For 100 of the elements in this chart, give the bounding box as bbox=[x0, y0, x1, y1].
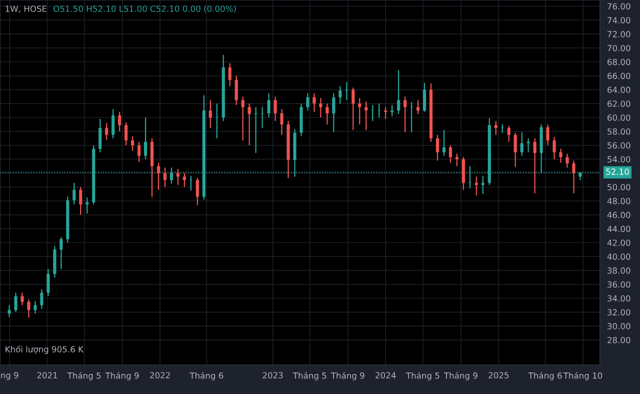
candlestick bbox=[312, 92, 316, 112]
candlestick bbox=[572, 160, 576, 194]
x-tick-label: 2024 bbox=[376, 372, 396, 378]
y-tick-label: 44.00 bbox=[607, 226, 630, 232]
y-tick-label: 36.00 bbox=[608, 281, 630, 288]
x-tick-label: Tháng 5 bbox=[292, 372, 326, 380]
y-tick-label: 40.00 bbox=[607, 254, 630, 260]
candlestick bbox=[274, 96, 277, 122]
candlestick bbox=[455, 153, 458, 167]
y-tick-label: 58.00 bbox=[608, 128, 630, 135]
y-tick-label: 34.00 bbox=[608, 295, 630, 302]
candlestick bbox=[319, 97, 322, 118]
candlestick bbox=[241, 96, 244, 141]
candlestick bbox=[182, 172, 186, 188]
candlestick bbox=[416, 100, 420, 115]
candlestick bbox=[533, 138, 536, 194]
y-tick-label: 42.00 bbox=[607, 240, 630, 246]
y-tick-label: 76.00 bbox=[608, 3, 630, 10]
y-tick-label: 50.00 bbox=[608, 184, 630, 190]
x-tick-label: Tháng 9 bbox=[105, 372, 139, 380]
candlestick bbox=[566, 153, 569, 168]
candlestick bbox=[8, 304, 11, 318]
candlestick bbox=[384, 106, 388, 120]
candlestick bbox=[436, 134, 440, 162]
x-tick-label: Tháng 5 bbox=[406, 372, 440, 380]
y-tick-label: 32.00 bbox=[608, 309, 630, 316]
candlestick bbox=[352, 87, 355, 131]
candlestick bbox=[215, 103, 218, 139]
candlestick bbox=[14, 292, 18, 313]
candlestick bbox=[20, 292, 24, 306]
x-tick-label: Tháng 6 bbox=[190, 372, 224, 380]
candlestick bbox=[228, 62, 232, 87]
y-tick-label: 56.00 bbox=[608, 142, 630, 149]
annotation: Khối lượng 905.6 K bbox=[6, 345, 84, 354]
candlestick bbox=[60, 236, 63, 270]
candlestick bbox=[371, 104, 374, 122]
y-tick-label: 46.00 bbox=[607, 212, 630, 218]
y-tick-label: 30.00 bbox=[608, 323, 630, 330]
candlestick bbox=[546, 124, 550, 146]
candlestick bbox=[306, 92, 310, 112]
y-tick-label: 68.00 bbox=[608, 58, 630, 66]
candlestick bbox=[163, 166, 167, 188]
x-tick-label: 2023 bbox=[262, 372, 283, 378]
y-tick-label: 70.00 bbox=[608, 44, 630, 52]
candlestick bbox=[326, 103, 329, 126]
candlestick bbox=[137, 141, 141, 163]
x-tick-label: ng 9 bbox=[1, 372, 18, 380]
candlestick bbox=[332, 92, 336, 133]
x-tick-label: Tháng 9 bbox=[330, 372, 364, 380]
y-tick-label: 48.00 bbox=[607, 198, 630, 204]
candlestick bbox=[260, 106, 264, 128]
candlestick bbox=[196, 177, 199, 206]
candlestick bbox=[267, 92, 270, 118]
candlestick bbox=[481, 175, 484, 195]
candlestick bbox=[358, 97, 362, 126]
x-tick-label: Tháng 9 bbox=[444, 372, 478, 380]
candlestick bbox=[124, 122, 128, 146]
candlestick bbox=[156, 162, 160, 190]
y-tick-label: 54.00 bbox=[608, 156, 630, 162]
x-tick-label: 2021 bbox=[37, 372, 58, 378]
x-tick-label: 2022 bbox=[150, 372, 170, 378]
ref-line-label: 52.10 bbox=[606, 168, 629, 175]
candlestick bbox=[559, 148, 562, 164]
candlestick bbox=[79, 186, 82, 216]
candlestick bbox=[118, 111, 122, 132]
candlestick bbox=[112, 108, 115, 139]
y-tick-label: 72.00 bbox=[608, 31, 630, 38]
candlestick bbox=[404, 96, 407, 133]
x-tick-label: Tháng 6 bbox=[528, 372, 562, 380]
candlestick bbox=[98, 118, 102, 153]
candlestick bbox=[72, 182, 76, 205]
candlestick bbox=[176, 168, 180, 186]
candlestick bbox=[390, 104, 394, 117]
candlestick bbox=[189, 175, 192, 192]
candlestick bbox=[514, 132, 517, 168]
y-tick-label: 38.00 bbox=[608, 267, 630, 274]
candlestick bbox=[144, 116, 148, 160]
text: 1W, HOSE bbox=[6, 6, 46, 13]
candlestick bbox=[397, 70, 400, 115]
candlestick bbox=[248, 103, 251, 146]
y-tick-label: 64.00 bbox=[608, 86, 630, 93]
candlestick bbox=[40, 288, 44, 310]
candlestick bbox=[378, 103, 381, 118]
candlestick bbox=[422, 82, 426, 112]
y-tick-label: 74.00 bbox=[608, 17, 630, 24]
text: O51.50 H52.10 L51.00 C52.10 0.00 (0.00%) bbox=[54, 5, 236, 13]
x-tick-label: 2025 bbox=[488, 372, 509, 378]
candlestick bbox=[552, 136, 556, 160]
candlestick bbox=[338, 86, 342, 104]
candlestick bbox=[520, 132, 524, 156]
y-tick-label: 28.00 bbox=[608, 336, 630, 344]
y-tick-label: 62.00 bbox=[608, 100, 630, 107]
candlestick bbox=[364, 100, 368, 131]
candlestick bbox=[234, 75, 238, 106]
candlestick bbox=[131, 136, 134, 152]
candlestick bbox=[34, 300, 37, 314]
x-tick-label: Tháng 5 bbox=[67, 372, 101, 380]
candlestick bbox=[105, 122, 108, 140]
candlestick bbox=[46, 268, 50, 297]
candlestick bbox=[462, 156, 465, 190]
